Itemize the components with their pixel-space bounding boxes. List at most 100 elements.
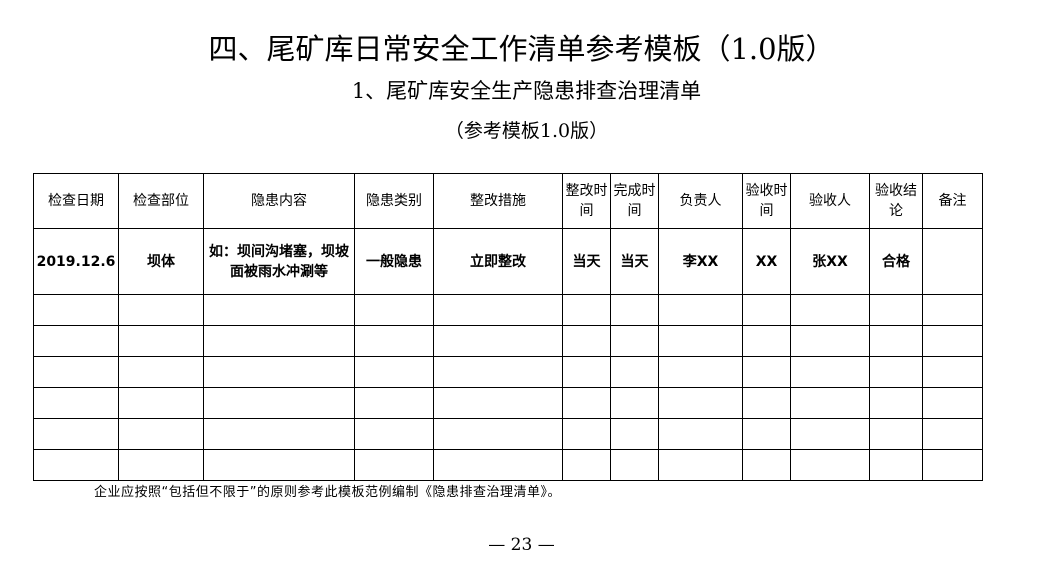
empty-cell: [118, 449, 204, 481]
empty-cell: [354, 418, 434, 450]
empty-cell: [118, 387, 204, 419]
page-number: — 23 —: [488, 535, 555, 555]
empty-cell: [118, 294, 204, 326]
document-title: 四、尾矿库日常安全工作清单参考模板（1.0版）: [208, 32, 835, 66]
empty-cell: [203, 356, 355, 388]
empty-cell: [790, 294, 870, 326]
table-cell: 当天: [610, 228, 659, 295]
empty-cell: [562, 418, 611, 450]
empty-cell: [610, 418, 659, 450]
table-cell: 如：坝间沟堵塞，坝坡面被雨水冲涮等: [203, 228, 355, 295]
empty-cell: [742, 449, 791, 481]
empty-cell: [433, 294, 563, 326]
empty-cell: [33, 387, 119, 419]
column-header: 备注: [922, 173, 983, 229]
empty-cell: [922, 418, 983, 450]
empty-cell: [33, 294, 119, 326]
section-title: 1、尾矿库安全生产隐患排查治理清单: [351, 79, 702, 103]
empty-cell: [433, 387, 563, 419]
empty-table-row: [33, 387, 983, 419]
column-header: 隐患内容: [203, 173, 355, 229]
table-cell: [922, 228, 983, 295]
footnote: 企业应按照“包括但不限于”的原则参考此模板范例编制《隐患排查治理清单》。: [94, 485, 561, 500]
empty-cell: [562, 325, 611, 357]
empty-cell: [354, 356, 434, 388]
table-row: 2019.12.6 坝体 如：坝间沟堵塞，坝坡面被雨水冲涮等 一般隐患 立即整改 当天 当天…: [33, 228, 983, 295]
empty-table-row: [33, 294, 983, 326]
column-header: 整改时间: [562, 173, 611, 229]
column-header: 完成时间: [610, 173, 659, 229]
empty-cell: [869, 356, 923, 388]
table-cell: 张XX: [790, 228, 870, 295]
column-header: 验收时间: [742, 173, 791, 229]
empty-cell: [33, 418, 119, 450]
empty-cell: [742, 294, 791, 326]
table-cell: 李XX: [658, 228, 743, 295]
empty-cell: [869, 449, 923, 481]
empty-cell: [790, 325, 870, 357]
column-header: 验收结论: [869, 173, 923, 229]
empty-cell: [433, 418, 563, 450]
empty-cell: [658, 449, 743, 481]
empty-cell: [203, 418, 355, 450]
empty-cell: [118, 418, 204, 450]
empty-cell: [869, 325, 923, 357]
empty-cell: [742, 325, 791, 357]
empty-cell: [610, 325, 659, 357]
column-header: 检查日期: [33, 173, 119, 229]
empty-cell: [354, 294, 434, 326]
empty-cell: [433, 325, 563, 357]
empty-cell: [790, 418, 870, 450]
empty-cell: [118, 325, 204, 357]
hazard-checklist-table: 检查日期 检查部位 隐患内容 隐患类别 整改措施 整改时间 完成时间 负责人 验收时间 验收人 验收…: [33, 173, 983, 481]
empty-cell: [203, 294, 355, 326]
empty-cell: [658, 387, 743, 419]
empty-table-row: [33, 325, 983, 357]
empty-cell: [658, 356, 743, 388]
table-cell: 坝体: [118, 228, 204, 295]
empty-cell: [354, 449, 434, 481]
empty-cell: [658, 325, 743, 357]
column-header: 负责人: [658, 173, 743, 229]
empty-cell: [562, 387, 611, 419]
empty-cell: [610, 387, 659, 419]
empty-cell: [562, 449, 611, 481]
table-cell: XX: [742, 228, 791, 295]
empty-cell: [869, 418, 923, 450]
table-cell: 一般隐患: [354, 228, 434, 295]
empty-cell: [33, 325, 119, 357]
empty-cell: [922, 356, 983, 388]
empty-cell: [790, 449, 870, 481]
empty-cell: [610, 356, 659, 388]
empty-cell: [922, 449, 983, 481]
empty-cell: [354, 387, 434, 419]
empty-cell: [922, 294, 983, 326]
empty-cell: [658, 294, 743, 326]
table-cell: 合格: [869, 228, 923, 295]
empty-table-row: [33, 356, 983, 388]
empty-cell: [33, 449, 119, 481]
table-cell: 当天: [562, 228, 611, 295]
empty-cell: [742, 356, 791, 388]
column-header: 隐患类别: [354, 173, 434, 229]
empty-cell: [433, 449, 563, 481]
empty-cell: [869, 387, 923, 419]
empty-cell: [354, 325, 434, 357]
empty-cell: [742, 418, 791, 450]
empty-cell: [203, 325, 355, 357]
empty-cell: [562, 294, 611, 326]
empty-cell: [658, 418, 743, 450]
empty-cell: [203, 449, 355, 481]
empty-cell: [118, 356, 204, 388]
empty-cell: [922, 387, 983, 419]
empty-cell: [33, 356, 119, 388]
empty-cell: [610, 449, 659, 481]
empty-table-row: [33, 418, 983, 450]
empty-cell: [433, 356, 563, 388]
empty-cell: [742, 387, 791, 419]
empty-cell: [869, 294, 923, 326]
column-header: 整改措施: [433, 173, 563, 229]
empty-table-row: [33, 449, 983, 481]
template-version: （参考模板1.0版）: [444, 120, 609, 142]
empty-cell: [203, 387, 355, 419]
